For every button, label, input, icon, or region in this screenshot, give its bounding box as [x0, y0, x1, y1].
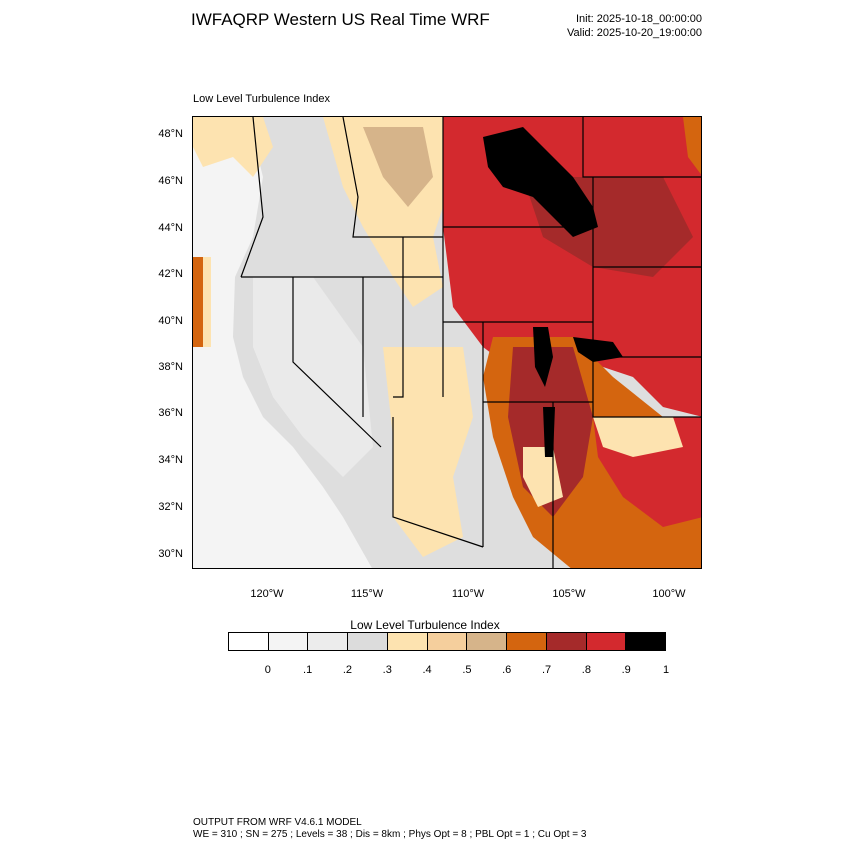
- lat-label: 48°N: [158, 128, 183, 140]
- init-time: Init: 2025-10-18_00:00:00: [576, 13, 702, 25]
- lat-label: 44°N: [158, 222, 183, 234]
- coastal-high-strip: [193, 257, 205, 347]
- colorbar-box: [308, 633, 349, 650]
- valid-time: Valid: 2025-10-20_19:00:00: [567, 27, 702, 39]
- sw-cream: [383, 347, 473, 557]
- colorbar-tick-label: .6: [502, 664, 512, 676]
- plains-cream: [593, 417, 683, 457]
- coastal-cream-strip: [203, 257, 211, 347]
- map-panel: [192, 116, 702, 569]
- light-region: [253, 277, 373, 477]
- colorbar: [228, 632, 666, 651]
- colorbar-tick-label: 0: [264, 664, 271, 676]
- colorbar-tick-label: .4: [422, 664, 432, 676]
- lat-label: 32°N: [158, 501, 183, 513]
- colorbar-tick-label: .3: [382, 664, 392, 676]
- colorado-black-max: [533, 327, 553, 387]
- colorbar-box: [348, 633, 388, 650]
- colorbar-tick-label: .2: [342, 664, 353, 676]
- colorbar-box: [427, 633, 468, 650]
- colorbar-tick-label: 1: [662, 664, 670, 676]
- colorbar-box: [626, 633, 666, 650]
- colorbar-tick-label: .8: [581, 664, 591, 676]
- lon-label: 115°W: [350, 588, 384, 600]
- colorbar-tick-label: .9: [621, 664, 631, 676]
- lon-label: 110°W: [451, 588, 485, 600]
- colorbar-box: [229, 633, 269, 650]
- lat-label: 38°N: [158, 361, 183, 373]
- colorbar-box: [268, 633, 309, 650]
- colorbar-box: [387, 633, 428, 650]
- ne-orange: [683, 117, 701, 175]
- lat-label: 36°N: [158, 407, 183, 419]
- nm-black-max: [543, 407, 555, 457]
- north-black-max: [483, 127, 598, 237]
- colorbar-box: [546, 633, 587, 650]
- lat-label: 46°N: [158, 175, 183, 187]
- lat-label: 42°N: [158, 268, 183, 280]
- footer-config-line: WE = 310 ; SN = 275 ; Levels = 38 ; Dis …: [193, 829, 587, 840]
- colorbar-box: [467, 633, 508, 650]
- colorbar-box: [586, 633, 627, 650]
- lon-label: 120°W: [250, 588, 284, 600]
- lon-label: 105°W: [552, 588, 586, 600]
- colorbar-tick-label: .1: [303, 664, 313, 676]
- panel-label: Low Level Turbulence Index: [193, 93, 330, 105]
- chart-title: IWFAQRP Western US Real Time WRF: [191, 10, 490, 29]
- colorbar-tick-label: .5: [462, 664, 472, 676]
- lat-label: 30°N: [158, 548, 183, 560]
- colorbar-box: [507, 633, 547, 650]
- turbulence-map: [193, 117, 701, 568]
- lat-label: 40°N: [158, 315, 183, 327]
- plains-black-max: [573, 337, 623, 362]
- rockies-tan: [363, 127, 433, 207]
- lon-label: 100°W: [652, 588, 686, 600]
- nw-cream: [193, 117, 273, 177]
- footer-model-line: OUTPUT FROM WRF V4.6.1 MODEL: [193, 817, 362, 828]
- colorbar-title: Low Level Turbulence Index: [350, 618, 500, 632]
- lat-label: 34°N: [158, 454, 183, 466]
- colorbar-tick-label: .7: [541, 664, 552, 676]
- state-borders: [240, 117, 701, 568]
